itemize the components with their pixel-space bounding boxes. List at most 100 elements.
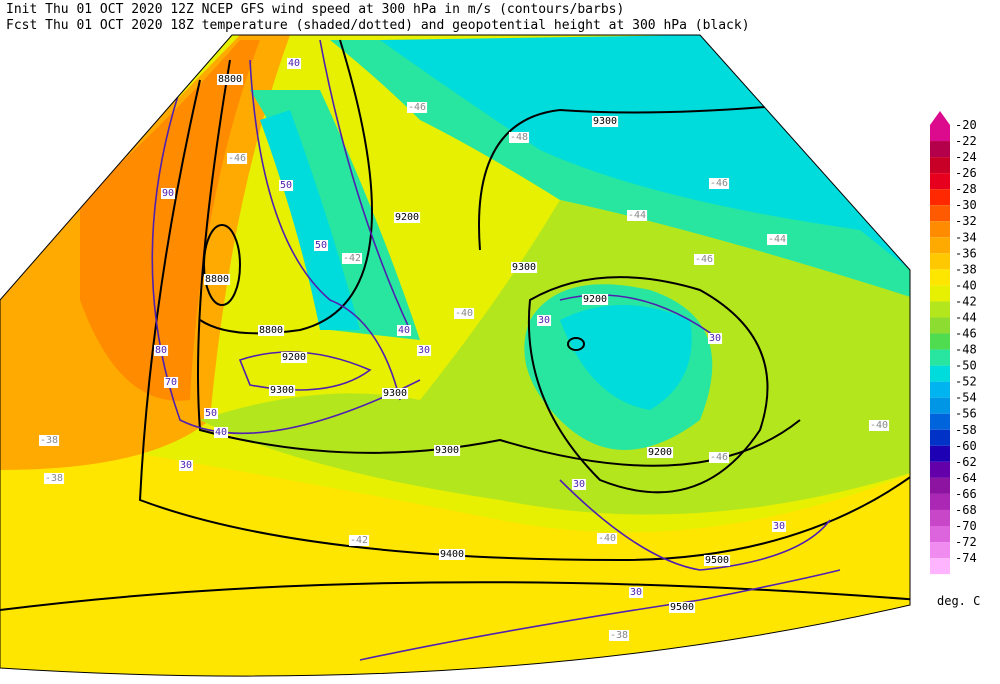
colorbar-swatch bbox=[930, 157, 950, 174]
label-bg bbox=[227, 153, 248, 164]
label-bg bbox=[154, 345, 169, 356]
colorbar-swatch bbox=[930, 237, 950, 254]
label-bg bbox=[397, 325, 412, 336]
height-label: 9200 bbox=[648, 447, 672, 458]
height-label: 9200 bbox=[395, 212, 419, 223]
colorbar: -20 -22 -24 -26 -28 -30 -32 -34 -36 -38 -40 -42 -44 -… bbox=[930, 111, 977, 575]
colorbar-label: -40 bbox=[955, 278, 977, 292]
label-bg bbox=[709, 452, 730, 463]
header-line: Fcst Thu 01 OCT 2020 18Z temperature (sh… bbox=[6, 18, 750, 33]
wind-label: 40 bbox=[215, 427, 227, 438]
temp-field bbox=[380, 35, 910, 270]
temp-label: -38 bbox=[45, 473, 63, 484]
colorbar-label: -46 bbox=[955, 327, 977, 341]
temp-label: -40 bbox=[455, 308, 473, 319]
colorbar-label: -66 bbox=[955, 487, 977, 501]
label-bg bbox=[204, 274, 231, 285]
label-bg bbox=[287, 58, 302, 69]
temp-label: -44 bbox=[628, 210, 646, 221]
colorbar-label: -74 bbox=[955, 551, 977, 565]
height-label: 9200 bbox=[583, 294, 607, 305]
colorbar-swatch bbox=[930, 542, 950, 559]
label-bg bbox=[179, 460, 194, 471]
label-bg bbox=[281, 352, 308, 363]
colorbar-label: -60 bbox=[955, 439, 977, 453]
label-bg bbox=[572, 479, 587, 490]
colorbar-swatch bbox=[930, 333, 950, 350]
colorbar-label: -42 bbox=[955, 294, 977, 308]
label-bg bbox=[582, 294, 609, 305]
temp-label: -48 bbox=[510, 132, 528, 143]
height-label: 9200 bbox=[282, 352, 306, 363]
colorbar-label: -44 bbox=[955, 310, 977, 324]
wind-label: 50 bbox=[315, 240, 327, 251]
label-bg bbox=[647, 447, 674, 458]
temp-label: -46 bbox=[408, 102, 426, 113]
map-labels: 8800 9300 9200 8800 8800 9300 9200 9300 9200 9300… bbox=[39, 58, 890, 641]
label-bg bbox=[407, 102, 428, 113]
colorbar-label: -56 bbox=[955, 407, 977, 421]
label-bg bbox=[597, 533, 618, 544]
colorbar-swatch bbox=[930, 189, 950, 206]
temp-label: -46 bbox=[710, 178, 728, 189]
height-label: 9300 bbox=[270, 385, 294, 396]
colorbar-swatch bbox=[930, 558, 950, 575]
label-bg bbox=[217, 74, 244, 85]
temp-label: -42 bbox=[350, 535, 368, 546]
colorbar-swatch bbox=[930, 429, 950, 446]
label-bg bbox=[609, 630, 630, 641]
wind-label: 30 bbox=[538, 315, 550, 326]
map-border bbox=[0, 34, 911, 677]
label-bg bbox=[394, 212, 421, 223]
colorbar-swatch bbox=[930, 349, 950, 366]
wind-label: 30 bbox=[573, 479, 585, 490]
colorbar-label: -28 bbox=[955, 182, 977, 196]
colorbar-arrow bbox=[930, 111, 950, 125]
wind-label: 30 bbox=[630, 587, 642, 598]
colorbar-swatch bbox=[930, 301, 950, 318]
wind-label: 30 bbox=[180, 460, 192, 471]
label-bg bbox=[214, 427, 229, 438]
label-bg bbox=[869, 420, 890, 431]
colorbar-label: -52 bbox=[955, 375, 977, 389]
label-bg bbox=[279, 180, 294, 191]
colorbar-label: -38 bbox=[955, 262, 977, 276]
label-bg bbox=[767, 234, 788, 245]
colorbar-label: -50 bbox=[955, 359, 977, 373]
wind-label: 40 bbox=[398, 325, 410, 336]
colorbar-label: -24 bbox=[955, 150, 977, 164]
label-bg bbox=[314, 240, 329, 251]
wind-label: 50 bbox=[280, 180, 292, 191]
label-bg bbox=[772, 521, 787, 532]
label-bg bbox=[434, 445, 461, 456]
colorbar-label: -54 bbox=[955, 391, 977, 405]
wind-label: 80 bbox=[155, 345, 167, 356]
temp-field bbox=[80, 40, 260, 401]
colorbar-label: -34 bbox=[955, 230, 977, 244]
label-bg bbox=[204, 408, 219, 419]
wind-contours bbox=[151, 39, 841, 661]
height-label: 9300 bbox=[593, 116, 617, 127]
label-bg bbox=[694, 254, 715, 265]
label-bg bbox=[592, 116, 619, 127]
label-bg bbox=[164, 377, 179, 388]
colorbar-swatch bbox=[930, 509, 950, 526]
colorbar-swatch bbox=[930, 413, 950, 430]
colorbar-swatch bbox=[930, 173, 950, 190]
colorbar-swatch bbox=[930, 397, 950, 414]
header-line: Init Thu 01 OCT 2020 12Z NCEP GFS wind s… bbox=[6, 2, 624, 17]
wind-label: 50 bbox=[205, 408, 217, 419]
colorbar-label: -64 bbox=[955, 471, 977, 485]
colorbar-swatch bbox=[930, 269, 950, 286]
height-label: 9500 bbox=[670, 602, 694, 613]
temp-field bbox=[560, 305, 692, 410]
colorbar-label: -22 bbox=[955, 134, 977, 148]
temp-label: -46 bbox=[695, 254, 713, 265]
label-bg bbox=[627, 210, 648, 221]
label-bg bbox=[509, 132, 530, 143]
wind-label: 30 bbox=[709, 333, 721, 344]
height-label: 9500 bbox=[705, 555, 729, 566]
label-bg bbox=[454, 308, 475, 319]
wind-label: 70 bbox=[165, 377, 177, 388]
